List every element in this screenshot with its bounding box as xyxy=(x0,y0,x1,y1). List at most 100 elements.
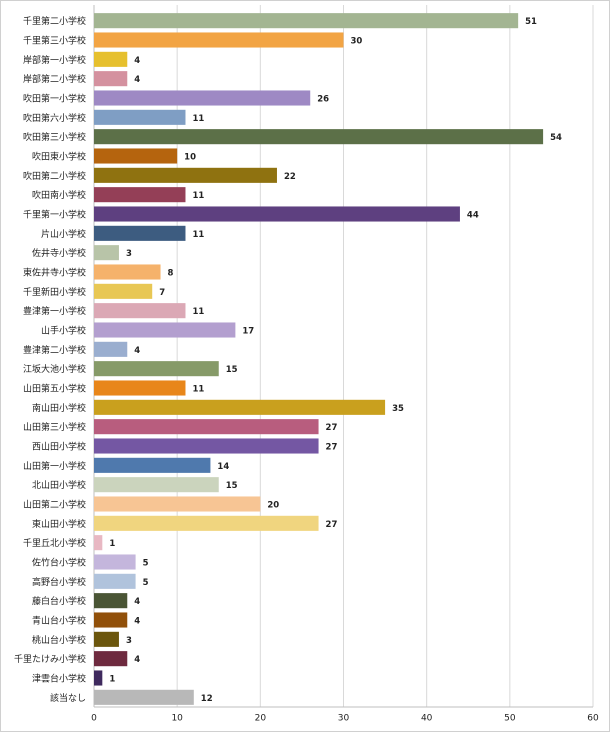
data-label: 5 xyxy=(143,578,149,588)
data-label: 27 xyxy=(326,520,338,530)
y-tick-label: 吹田第一小学校 xyxy=(23,93,86,105)
data-label: 7 xyxy=(159,288,165,298)
bar xyxy=(94,457,211,473)
y-tick-label: 藤白台小学校 xyxy=(32,595,86,607)
bar xyxy=(94,670,103,686)
data-label: 11 xyxy=(192,385,204,395)
data-label: 1 xyxy=(109,675,115,685)
y-tick-label: 津雲台小学校 xyxy=(32,673,86,685)
data-label: 44 xyxy=(467,211,479,221)
bar xyxy=(94,341,128,357)
data-label: 27 xyxy=(326,423,338,433)
data-label: 3 xyxy=(126,249,132,259)
y-tick-label: 片山小学校 xyxy=(41,228,86,240)
x-tick-label: 60 xyxy=(587,714,599,724)
bar xyxy=(94,535,103,551)
bar xyxy=(94,225,186,241)
bar xyxy=(94,554,136,570)
y-tick-label: 北山田小学校 xyxy=(32,479,86,491)
x-tick-label: 30 xyxy=(338,714,350,724)
bar xyxy=(94,438,319,454)
bar xyxy=(94,187,186,203)
data-label: 8 xyxy=(168,269,174,279)
y-tick-label: 西山田小学校 xyxy=(32,441,86,453)
bar xyxy=(94,264,161,280)
data-label: 11 xyxy=(192,191,204,201)
data-label: 5 xyxy=(143,559,149,569)
y-tick-label: 青山台小学校 xyxy=(32,615,86,627)
data-label: 11 xyxy=(192,114,204,124)
data-label: 15 xyxy=(226,365,238,375)
bar xyxy=(94,651,128,667)
bar xyxy=(94,109,186,125)
bar xyxy=(94,496,261,512)
y-tick-label: 高野台小学校 xyxy=(32,576,86,588)
data-label: 20 xyxy=(267,501,279,511)
bar xyxy=(94,129,544,145)
bar xyxy=(94,689,194,705)
data-label: 3 xyxy=(126,636,132,646)
bar xyxy=(94,322,236,338)
y-tick-label: 山田第二小学校 xyxy=(23,499,86,511)
bar xyxy=(94,245,119,261)
bar xyxy=(94,380,186,396)
bar xyxy=(94,303,186,319)
data-label: 27 xyxy=(326,443,338,453)
bar xyxy=(94,573,136,589)
bar xyxy=(94,399,386,415)
y-tick-label: 桃山台小学校 xyxy=(32,634,86,646)
bar xyxy=(94,13,519,29)
data-label: 54 xyxy=(550,133,562,143)
y-tick-label: 千里第一小学校 xyxy=(23,209,86,221)
y-tick-label: 豊津第二小学校 xyxy=(23,344,86,356)
y-tick-label: 岸部第二小学校 xyxy=(23,73,86,85)
data-label: 51 xyxy=(525,17,537,27)
bar xyxy=(94,593,128,609)
y-tick-label: 千里丘北小学校 xyxy=(23,537,86,549)
x-tick-label: 20 xyxy=(255,714,267,724)
data-label: 1 xyxy=(109,539,115,549)
x-tick-label: 0 xyxy=(91,714,97,724)
y-tick-label: 江坂大池小学校 xyxy=(23,363,86,375)
y-tick-label: 千里第三小学校 xyxy=(23,35,86,47)
y-tick-label: 岸部第一小学校 xyxy=(23,54,86,66)
y-tick-label: 千里新田小学校 xyxy=(23,286,86,298)
data-label: 30 xyxy=(351,37,363,47)
data-label: 15 xyxy=(226,481,238,491)
bar xyxy=(94,515,319,531)
y-tick-label: 千里たけみ小学校 xyxy=(14,653,86,665)
y-tick-label: 吹田第六小学校 xyxy=(23,112,86,124)
data-label: 4 xyxy=(134,346,140,356)
data-label: 17 xyxy=(242,327,254,337)
y-tick-label: 東佐井寺小学校 xyxy=(23,267,86,279)
y-tick-label: 千里第二小学校 xyxy=(23,15,86,27)
data-label: 11 xyxy=(192,307,204,317)
y-tick-label: 吹田第三小学校 xyxy=(23,131,86,143)
data-label: 4 xyxy=(134,597,140,607)
x-tick-label: 10 xyxy=(171,714,183,724)
x-tick-label: 40 xyxy=(421,714,433,724)
y-tick-label: 山田第五小学校 xyxy=(23,383,86,395)
data-label: 14 xyxy=(217,462,229,472)
bar xyxy=(94,361,219,377)
data-label: 26 xyxy=(317,95,329,105)
bar xyxy=(94,71,128,87)
bar xyxy=(94,419,319,435)
bar xyxy=(94,51,128,67)
bar xyxy=(94,148,178,164)
y-tick-label: 佐井寺小学校 xyxy=(32,247,86,259)
data-label: 10 xyxy=(184,153,196,163)
y-tick-label: 吹田第二小学校 xyxy=(23,170,86,182)
bar xyxy=(94,631,119,647)
bar xyxy=(94,167,277,183)
bar xyxy=(94,283,153,299)
bar xyxy=(94,612,128,628)
data-label: 4 xyxy=(134,655,140,665)
bar xyxy=(94,206,460,222)
data-label: 4 xyxy=(134,617,140,627)
y-tick-label: 該当なし xyxy=(50,692,86,704)
data-label: 4 xyxy=(134,56,140,66)
y-tick-label: 山田第一小学校 xyxy=(23,460,86,472)
